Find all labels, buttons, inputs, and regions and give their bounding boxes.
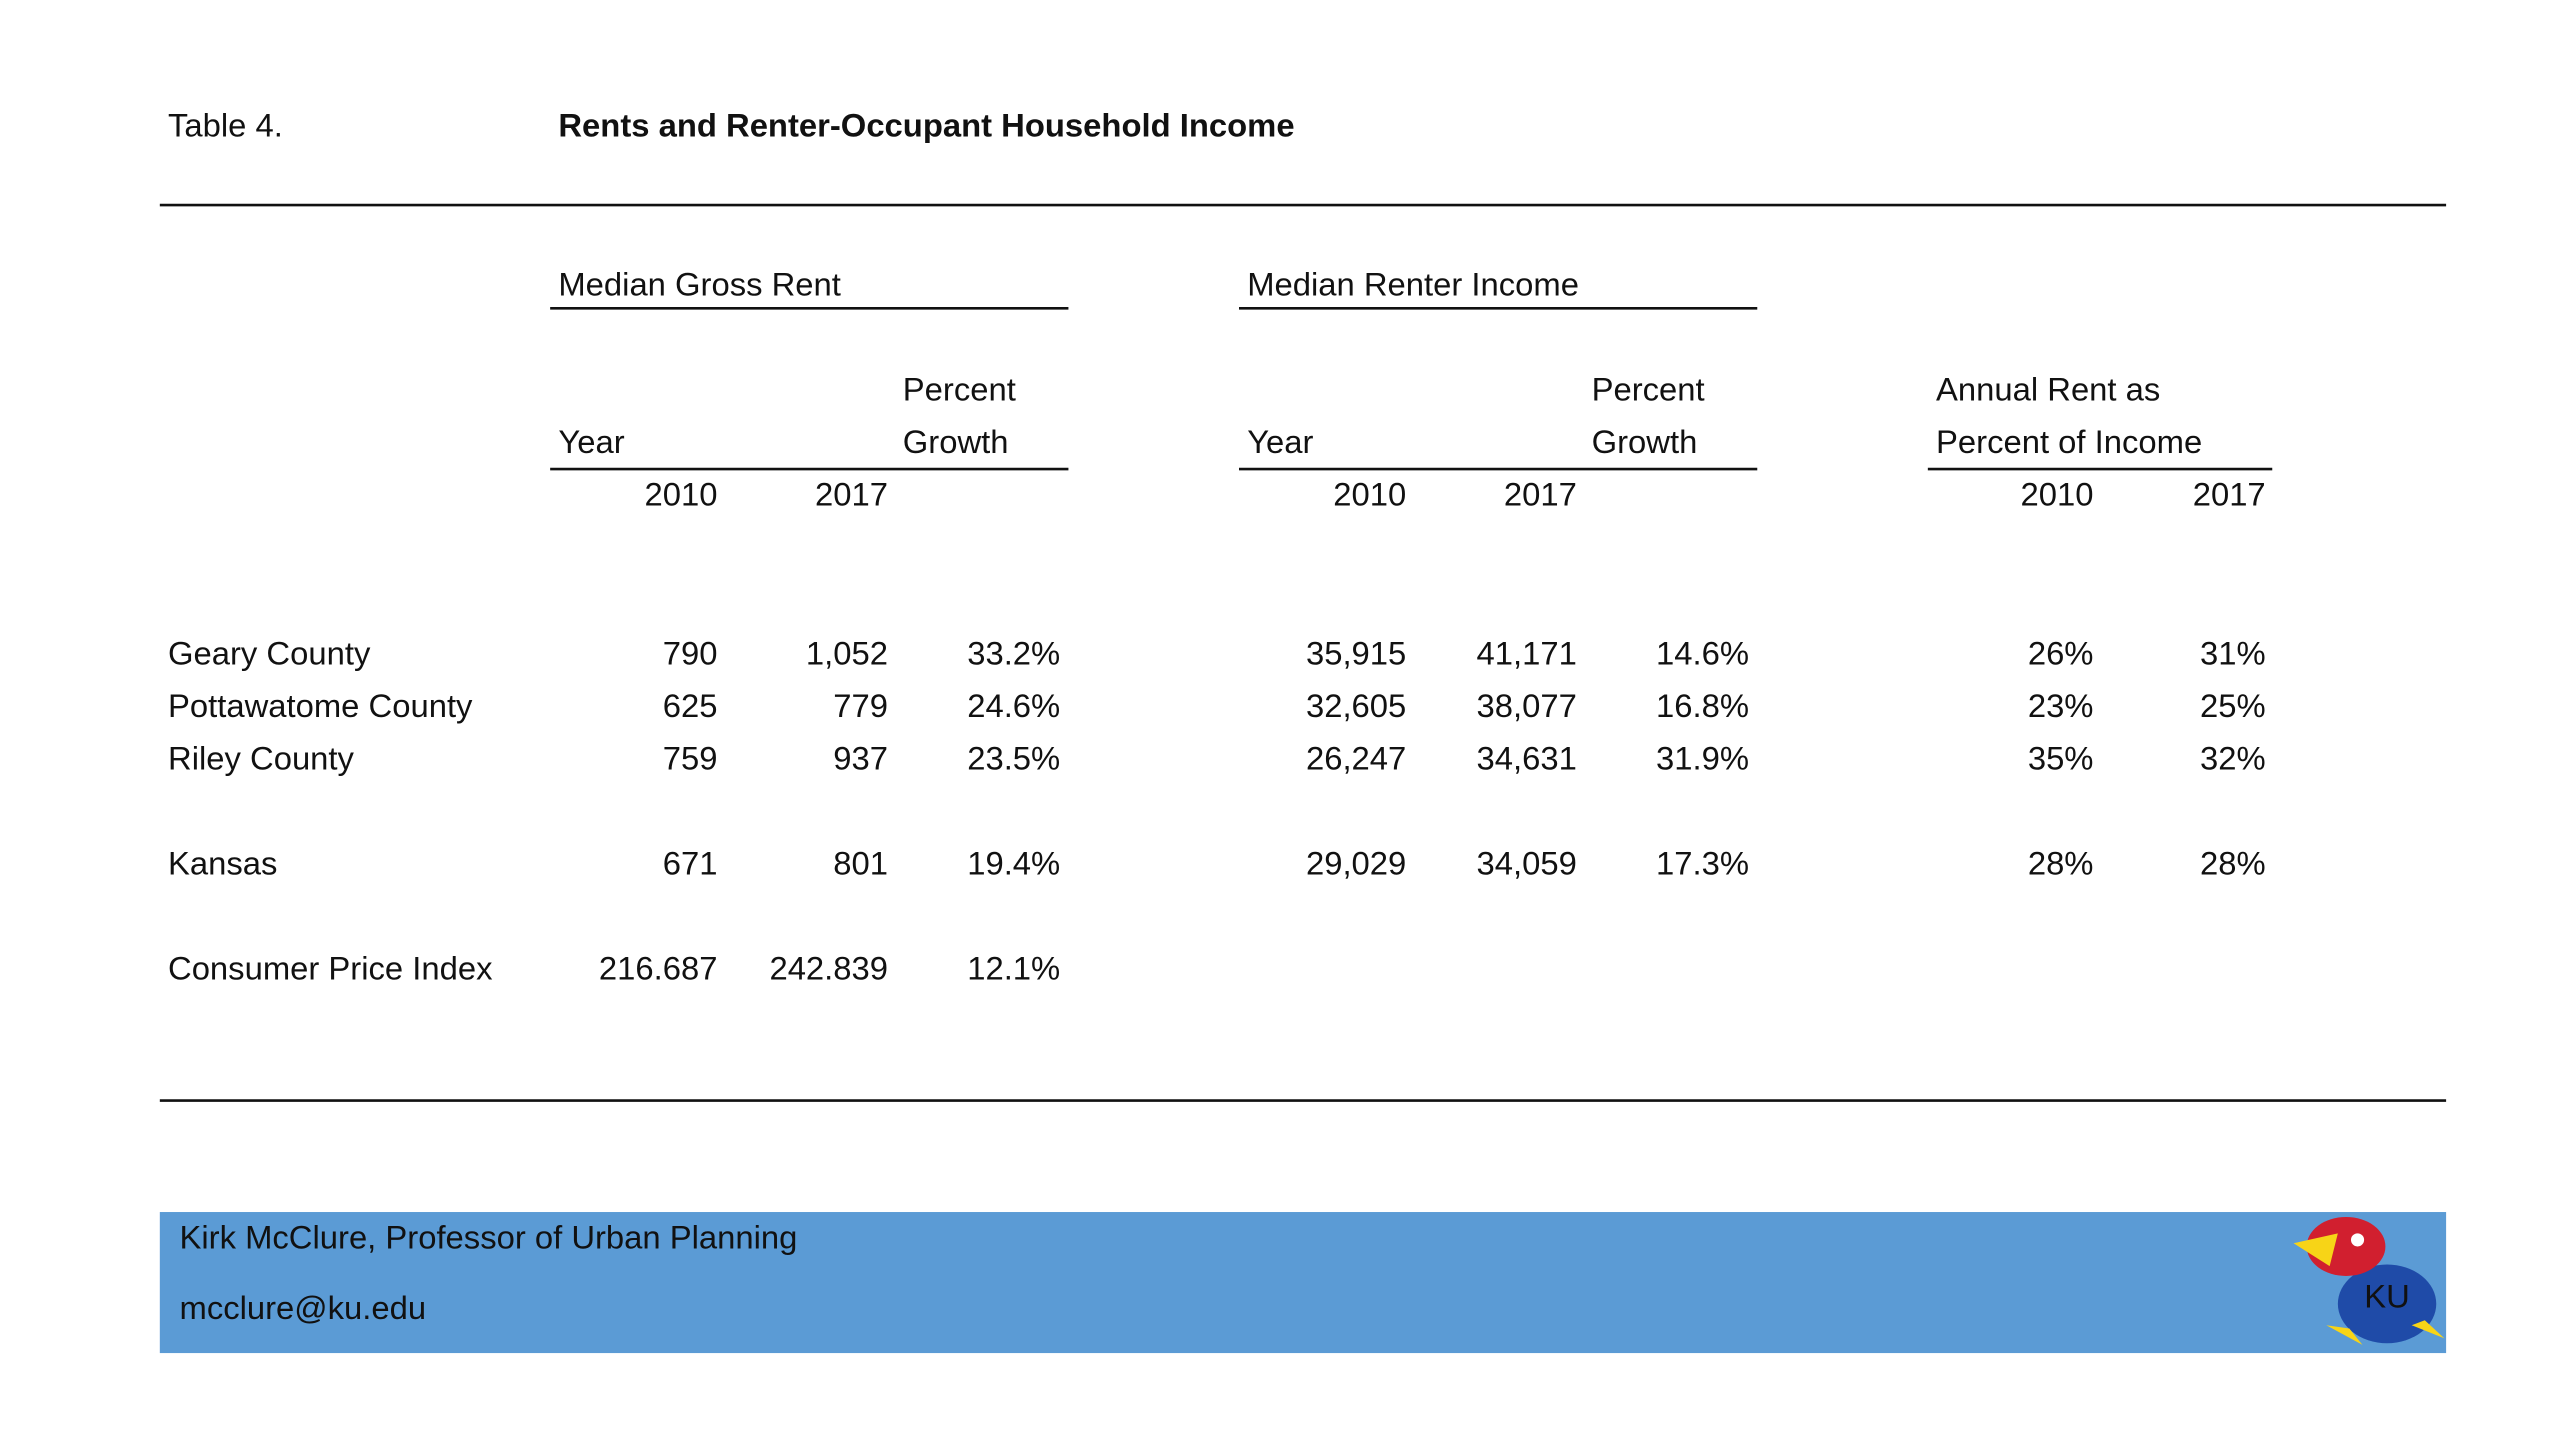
group-title: Median Renter Income (1247, 266, 1579, 303)
row-label: Geary County (168, 635, 371, 672)
footer-name: Kirk McClure, Professor of Urban Plannin… (179, 1219, 797, 1256)
cell: 779 (833, 687, 888, 724)
ku-logo (2293, 1216, 2445, 1345)
cell: 242.839 (769, 950, 888, 987)
cell: 23% (2028, 687, 2094, 724)
footer-email: mcclure@ku.edu (179, 1289, 426, 1326)
cell: 1,052 (806, 635, 888, 672)
cell: 32% (2200, 740, 2266, 777)
cell: 38,077 (1477, 687, 1577, 724)
cell: 625 (663, 687, 718, 724)
cell: 32,605 (1306, 687, 1406, 724)
cell: 759 (663, 740, 718, 777)
cell: 31.9% (1656, 740, 1749, 777)
col-header: Growth (903, 423, 1009, 460)
col-header: Annual Rent as (1936, 371, 2160, 408)
year-header: 2010 (1333, 476, 1406, 513)
row-label: Kansas (168, 845, 277, 882)
cell: 28% (2028, 845, 2094, 882)
footer-bar (159, 1212, 2447, 1354)
cell: 14.6% (1656, 635, 1749, 672)
cell: 790 (663, 635, 718, 672)
cell: 34,059 (1477, 845, 1577, 882)
row-label: Pottawatome County (168, 687, 473, 724)
cell: 17.3% (1656, 845, 1749, 882)
cell: 28% (2200, 845, 2266, 882)
cell: 34,631 (1477, 740, 1577, 777)
year-header: 2010 (2021, 476, 2094, 513)
year-header: 2017 (1504, 476, 1577, 513)
cell: 33.2% (967, 635, 1060, 672)
year-header: 2017 (2193, 476, 2266, 513)
cell: 937 (833, 740, 888, 777)
col-header: Year (1247, 423, 1313, 460)
cell: 31% (2200, 635, 2266, 672)
cell: 16.8% (1656, 687, 1749, 724)
col-header: Percent (903, 371, 1016, 408)
cell: 24.6% (967, 687, 1060, 724)
group-title: Median Gross Rent (558, 266, 841, 303)
year-header: 2010 (644, 476, 717, 513)
table-label: Table 4. (168, 107, 283, 144)
cell: 35% (2028, 740, 2094, 777)
col-header: Percent of Income (1936, 423, 2202, 460)
cell: 19.4% (967, 845, 1060, 882)
cell: 25% (2200, 687, 2266, 724)
cell: 801 (833, 845, 888, 882)
col-header: Year (558, 423, 624, 460)
row-label: Riley County (168, 740, 355, 777)
cell: 41,171 (1477, 635, 1577, 672)
col-header: Percent (1592, 371, 1705, 408)
year-header: 2017 (815, 476, 888, 513)
cell: 26,247 (1306, 740, 1406, 777)
cell: 12.1% (967, 950, 1060, 987)
row-label: Consumer Price Index (168, 950, 493, 987)
cell: 29,029 (1306, 845, 1406, 882)
table-title: Rents and Renter-Occupant Household Inco… (558, 107, 1294, 144)
logo-text: KU (2364, 1278, 2410, 1315)
cell: 26% (2028, 635, 2094, 672)
cell: 35,915 (1306, 635, 1406, 672)
col-header: Growth (1592, 423, 1698, 460)
cell: 216.687 (599, 950, 718, 987)
cell: 671 (663, 845, 718, 882)
cell: 23.5% (967, 740, 1060, 777)
